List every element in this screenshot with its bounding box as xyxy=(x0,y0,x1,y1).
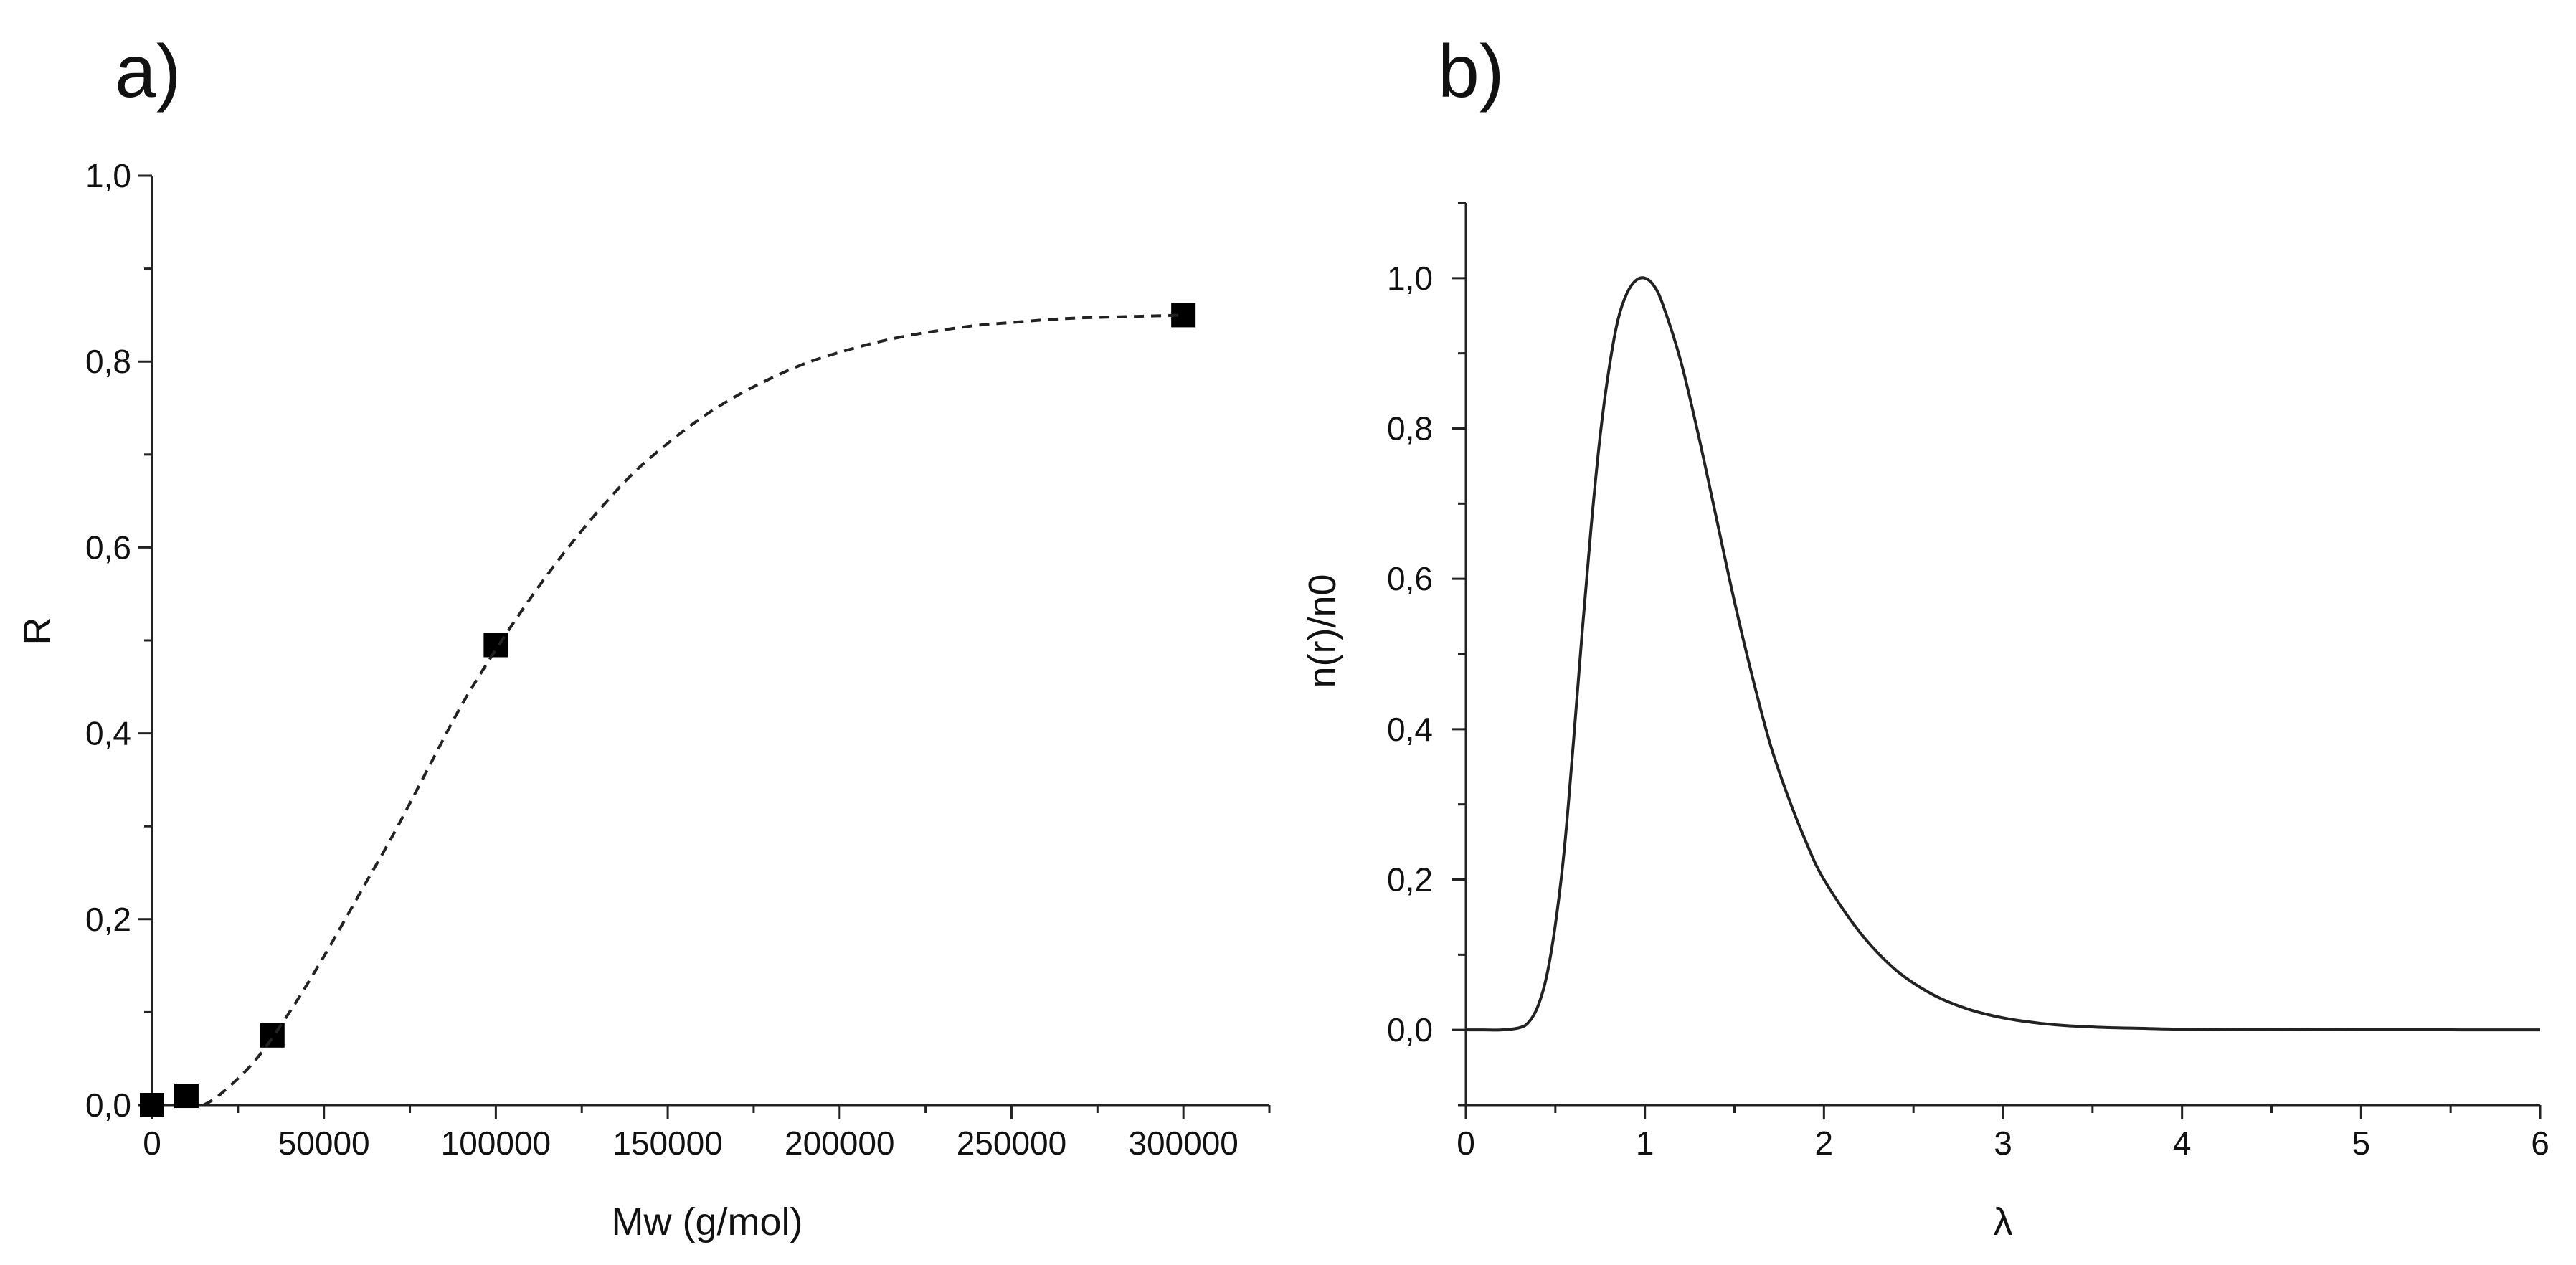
panel-b-y-tick-label: 0,2 xyxy=(1387,861,1433,899)
panel-a-x-tick-label: 150000 xyxy=(612,1124,723,1162)
panel-a-label: a) xyxy=(115,30,181,113)
panel-a-y-axis-title: R xyxy=(16,617,59,645)
panel-a-y-tick-label: 0,4 xyxy=(85,715,131,752)
panel-b-x-axis-title: λ xyxy=(1994,1200,2013,1243)
panel-b-y-tick-label: 0,4 xyxy=(1387,711,1433,748)
panel-b-y-tick-label: 1,0 xyxy=(1387,260,1433,297)
panel-b-x-tick-label: 2 xyxy=(1815,1124,1834,1162)
panel-b-plot-area xyxy=(1465,276,2541,1032)
panel-b-x-tick-label: 4 xyxy=(2173,1124,2192,1162)
panel-b-x-tick-label: 1 xyxy=(1636,1124,1654,1162)
panel-b-y-tick-label: 0,0 xyxy=(1387,1011,1433,1048)
panel-a-y-tick-label: 0,6 xyxy=(85,529,131,566)
panel-a-x-tick-label: 250000 xyxy=(957,1124,1067,1162)
panel-b-x-tick-label: 5 xyxy=(2352,1124,2371,1162)
panel-a-x-tick-label: 300000 xyxy=(1128,1124,1239,1162)
panel-a-x-axis-title: Mw (g/mol) xyxy=(612,1200,803,1243)
panel-a-plot-area xyxy=(140,303,1196,1117)
panel-a-ticks: 0 50000 100000 150000 200000 250000 300000 0,0 0… xyxy=(85,157,1271,1162)
panel-a-x-tick-label: 0 xyxy=(143,1124,161,1162)
panel-a-data-point xyxy=(140,1093,164,1117)
panel-b-y-tick-label: 0,6 xyxy=(1387,560,1433,597)
panel-a-y-tick-label: 0,0 xyxy=(85,1086,131,1124)
panel-b-series-line xyxy=(1465,276,2541,1032)
panel-a-y-tick-label: 1,0 xyxy=(85,157,131,194)
panel-a-x-tick-label: 200000 xyxy=(785,1124,895,1162)
panel-b-x-tick-label: 0 xyxy=(1457,1124,1475,1162)
panel-a-data-point xyxy=(174,1084,199,1109)
panel-a-fit-curve xyxy=(202,313,1184,1107)
chart-panel-b: b) 0 1 2 3 4 5 6 0,0 0,2 0,4 0,6 0,8 1,0 λ n(r)/n0 xyxy=(1301,30,2549,1243)
panel-b-y-tick-label: 0,8 xyxy=(1387,410,1433,447)
panel-b-x-tick-label: 3 xyxy=(1994,1124,2012,1162)
chart-panel-a: a) 0 50000 100000 150000 200000 250000 3000000… xyxy=(16,30,1271,1243)
panel-a-x-tick-label: 100000 xyxy=(441,1124,551,1162)
panel-b-axes xyxy=(1464,203,2540,1107)
panel-a-x-tick-label: 50000 xyxy=(278,1124,370,1162)
panel-b-x-tick-label: 6 xyxy=(2531,1124,2549,1162)
panel-a-y-tick-label: 0,8 xyxy=(85,343,131,380)
panel-a-y-tick-label: 0,2 xyxy=(85,901,131,938)
panel-b-y-axis-title: n(r)/n0 xyxy=(1301,574,1344,688)
panel-b-ticks: 0 1 2 3 4 5 6 0,0 0,2 0,4 0,6 0,8 1,0 xyxy=(1387,202,2549,1162)
panel-a-axes xyxy=(151,176,1269,1107)
panel-b-label: b) xyxy=(1438,30,1504,113)
